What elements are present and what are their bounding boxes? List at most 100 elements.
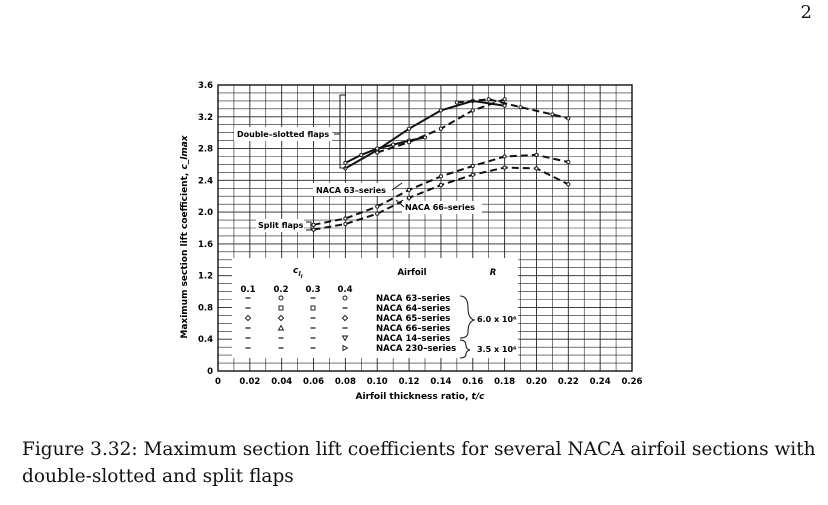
data-point bbox=[438, 108, 443, 113]
lift-coefficient-chart: 0 0.02 0.04 0.06 0.08 0.10 0.12 0.14 0.16 0.18 0.2… bbox=[180, 81, 643, 402]
figure-caption: Figure 3.32: Maximum section lift coeffi… bbox=[22, 439, 816, 487]
square-symbol bbox=[310, 305, 316, 311]
label-bg bbox=[402, 201, 482, 214]
data-point bbox=[534, 152, 539, 157]
y-tick-label: 1.6 bbox=[198, 240, 213, 250]
circle-symbol bbox=[342, 295, 348, 301]
bracket-split bbox=[306, 221, 312, 231]
data-point bbox=[343, 160, 348, 165]
data-point bbox=[518, 105, 523, 110]
x-tick-label: 0.08 bbox=[335, 377, 356, 387]
annotation-naca66: NACA 66–series bbox=[405, 203, 475, 212]
annotation-double-slotted: Double–slotted flaps bbox=[237, 130, 329, 139]
data-point bbox=[438, 174, 443, 179]
data-point bbox=[486, 97, 491, 102]
annotation-naca63: NACA 63–series bbox=[316, 186, 386, 195]
legend-box bbox=[232, 258, 518, 358]
x-tick-label: 0.04 bbox=[271, 377, 292, 387]
diamond-symbol bbox=[341, 314, 349, 322]
legend-airfoil-name: NACA 63–series bbox=[376, 294, 450, 304]
data-point bbox=[375, 211, 380, 216]
x-tick-label: 0.06 bbox=[303, 377, 324, 387]
x-axis-symbol: t/c bbox=[472, 392, 486, 402]
y-tick-label: 0.4 bbox=[198, 335, 213, 345]
x-tick-label: 0.24 bbox=[590, 377, 611, 387]
x-tick-label: 0.26 bbox=[622, 377, 643, 387]
axes bbox=[217, 84, 633, 372]
x-tick-label: 0.12 bbox=[399, 377, 420, 387]
series-line-1 bbox=[344, 99, 505, 170]
pointer-naca66 bbox=[395, 199, 405, 208]
legend-airfoil-name: NACA 64–series bbox=[376, 304, 450, 314]
y-tick-label: 2.0 bbox=[198, 208, 213, 218]
circle-symbol bbox=[278, 295, 284, 301]
x-tick-label: 0.02 bbox=[239, 377, 260, 387]
data-point bbox=[454, 100, 459, 105]
y-tick-label: 2.4 bbox=[198, 176, 213, 186]
diamond-symbol bbox=[277, 314, 285, 322]
data-point bbox=[470, 163, 475, 169]
data-point bbox=[343, 216, 348, 221]
plot-frame bbox=[217, 84, 633, 372]
data-point bbox=[470, 172, 475, 177]
legend-airfoil-name: NACA 14–series bbox=[376, 334, 450, 344]
y-axis-label: Maximum section lift coefficient, c_lmax bbox=[180, 134, 190, 338]
x-axis-label: Airfoil thickness ratio, t/c bbox=[356, 392, 486, 402]
diamond-symbol bbox=[244, 314, 252, 322]
data-point bbox=[343, 221, 348, 227]
brace-r-2 bbox=[459, 339, 471, 359]
x-tick-label: 0.16 bbox=[462, 377, 483, 387]
data-point bbox=[391, 142, 396, 147]
x-tick-label: 0.18 bbox=[494, 377, 515, 387]
data-point bbox=[438, 183, 443, 188]
data-point bbox=[502, 165, 507, 170]
triangle-down-symbol bbox=[341, 335, 349, 342]
label-bg bbox=[313, 183, 393, 196]
y-tick-label: 2.8 bbox=[198, 145, 213, 155]
data-point bbox=[502, 154, 507, 159]
legend-airfoil-name: NACA 230–series bbox=[376, 344, 456, 354]
y-tick-label: 1.2 bbox=[198, 272, 213, 282]
pointer-naca63 bbox=[391, 182, 403, 191]
legend-r-value: 3.5 x 10⁶ bbox=[477, 345, 517, 354]
annotations: Double–slotted flaps Split flaps NACA 63–s… bbox=[234, 94, 482, 232]
label-bg bbox=[256, 219, 304, 232]
x-tick-label: 0.22 bbox=[558, 377, 579, 387]
y-tick-label: 3.6 bbox=[198, 81, 213, 91]
data-point bbox=[550, 112, 555, 117]
legend-airfoil-header: Airfoil bbox=[397, 268, 426, 278]
y-tick-label: 0 bbox=[207, 367, 213, 377]
y-tick-label: 3.2 bbox=[198, 113, 213, 123]
data-point bbox=[407, 126, 412, 131]
legend-cli-sub2: i bbox=[301, 274, 303, 280]
data-point bbox=[311, 222, 316, 227]
x-tick-label: 0.14 bbox=[430, 377, 451, 387]
legend-cli-value: 0.4 bbox=[337, 285, 352, 295]
label-bg bbox=[234, 127, 332, 141]
legend-cli-value: 0.1 bbox=[240, 285, 255, 295]
triangle-symbol bbox=[277, 324, 285, 331]
x-tick-label: 0.10 bbox=[367, 377, 388, 387]
y-tick-label: 0.8 bbox=[198, 303, 213, 313]
data-series bbox=[311, 97, 571, 232]
data-point bbox=[311, 227, 316, 232]
data-point bbox=[375, 150, 380, 155]
data-point bbox=[470, 108, 475, 113]
data-point bbox=[438, 126, 443, 131]
page-number: 2 bbox=[800, 2, 812, 23]
bracket-double-slotted bbox=[334, 94, 346, 169]
data-point bbox=[566, 182, 571, 187]
legend-cli-header: cli bbox=[293, 266, 303, 280]
data-point bbox=[566, 160, 571, 165]
legend-cli-sub: l bbox=[298, 270, 301, 278]
legend-r-header: R bbox=[490, 268, 497, 278]
data-point bbox=[502, 97, 507, 102]
legend-cli-value: 0.3 bbox=[305, 285, 320, 295]
y-axis-symbol: c_lmax bbox=[180, 134, 190, 169]
legend-airfoil-name: NACA 66–series bbox=[376, 324, 450, 334]
tick-labels: 0 0.02 0.04 0.06 0.08 0.10 0.12 0.14 0.16 0.18 0.2… bbox=[198, 81, 643, 387]
data-point bbox=[407, 195, 412, 200]
legend-airfoil-name: NACA 65–series bbox=[376, 314, 450, 324]
series-line-2 bbox=[456, 98, 569, 120]
